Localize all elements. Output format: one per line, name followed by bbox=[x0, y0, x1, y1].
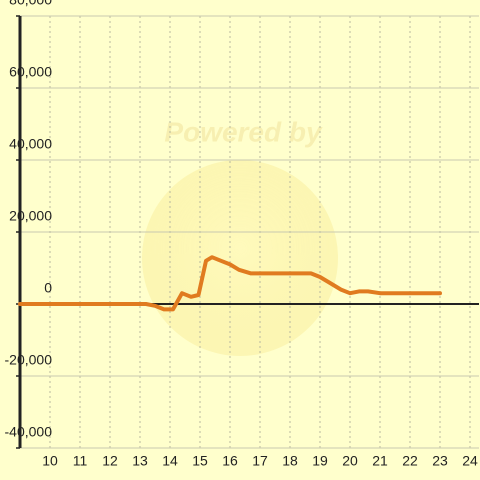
y-tick-label: 80,000 bbox=[9, 0, 52, 8]
y-tick-label: 20,000 bbox=[9, 208, 52, 224]
y-tick-label: -20,000 bbox=[5, 352, 53, 368]
watermark: Powered by bbox=[142, 116, 338, 356]
x-tick-label: 20 bbox=[342, 453, 358, 469]
marks bbox=[18, 255, 442, 312]
y-tick-label: -40,000 bbox=[5, 424, 53, 440]
watermark-text: Powered by bbox=[164, 116, 323, 147]
x-tick-label: 24 bbox=[462, 453, 478, 469]
x-tick-label: 22 bbox=[402, 453, 418, 469]
x-tick-label: 15 bbox=[192, 453, 208, 469]
x-tick-label: 12 bbox=[102, 453, 118, 469]
y-tick-label: 40,000 bbox=[9, 136, 52, 152]
x-tick-label: 13 bbox=[132, 453, 148, 469]
x-tick-label: 17 bbox=[252, 453, 268, 469]
x-tick-label: 19 bbox=[312, 453, 328, 469]
x-tick-label: 18 bbox=[282, 453, 298, 469]
x-tick-label: 14 bbox=[162, 453, 178, 469]
x-tick-label: 11 bbox=[73, 453, 88, 469]
grid: 10 11 12 13 14 15 16 17 18 19 20 21 22 23 24 -40,000 -20… bbox=[5, 0, 479, 469]
x-tick-label: 23 bbox=[432, 453, 448, 469]
x-tick-label: 21 bbox=[372, 453, 388, 469]
x-tick-label: 16 bbox=[222, 453, 238, 469]
watermark-logo bbox=[142, 160, 338, 356]
y-tick-label: 60,000 bbox=[9, 64, 52, 80]
y-tick-label: 0 bbox=[44, 280, 52, 296]
x-tick-label: 10 bbox=[42, 453, 58, 469]
line bbox=[18, 255, 442, 312]
